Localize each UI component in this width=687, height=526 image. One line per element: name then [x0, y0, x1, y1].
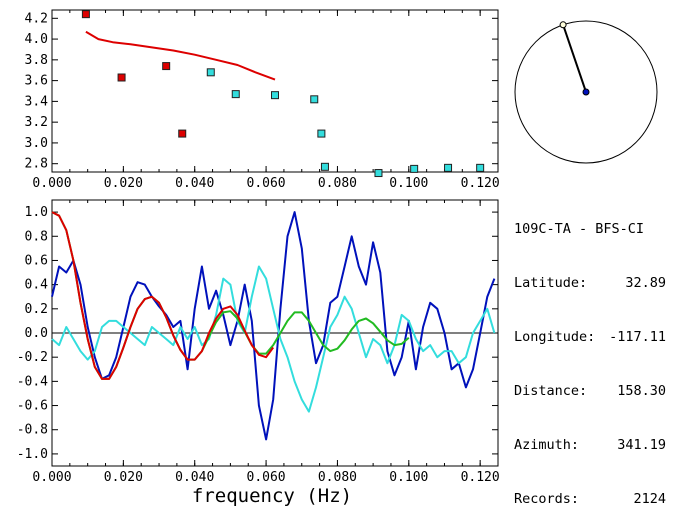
info-row-distance: Distance: 158.30: [514, 382, 666, 400]
cyan-data-point: [476, 163, 485, 172]
latitude-value: 32.89: [625, 275, 666, 291]
azimuth-panel: [514, 20, 658, 164]
x-tick-label: 0.120: [461, 176, 500, 191]
cyan-data-point: [374, 169, 383, 178]
cyan-data-point: [231, 90, 240, 99]
station-info: 109C-TA - BFS-CI Latitude: 32.89 Longitu…: [514, 184, 666, 526]
cyan-data-point: [206, 68, 215, 77]
center-point: [582, 88, 590, 96]
y-tick-label: 4.2: [25, 11, 48, 26]
y-tick-label: 4.0: [25, 32, 48, 47]
y-tick-label: 3.2: [25, 115, 48, 130]
azimuth-marks: [559, 21, 590, 96]
y-tick-label: -0.6: [17, 399, 48, 414]
cyan-data-point: [310, 95, 319, 104]
azimuth-value: 341.19: [617, 437, 666, 453]
x-tick-label: 0.120: [461, 470, 500, 485]
x-tick-label: 0.000: [32, 470, 71, 485]
dispersion-panel: 2.8 3.0 3.2 3.4 3.6 3.8 4.0 4.2 0.000 0.020 0.040…: [25, 9, 500, 191]
distance-value: 158.30: [617, 383, 666, 399]
y-tick-label: 0.8: [25, 229, 48, 244]
red-data-point: [81, 10, 90, 19]
y-tick-label: 0.6: [25, 253, 48, 268]
x-tick-label: 0.040: [175, 470, 214, 485]
y-tick-label: 3.0: [25, 136, 48, 151]
distance-label: Distance:: [514, 383, 588, 399]
x-tick-label: 0.100: [389, 176, 428, 191]
x-axis-label: frequency (Hz): [192, 485, 352, 507]
x-tick-label: 0.000: [32, 176, 71, 191]
cyan-data-point: [271, 91, 279, 100]
x-tick-label: 0.040: [175, 176, 214, 191]
cyan-data-point: [320, 162, 329, 171]
red-data-point: [162, 62, 171, 71]
azimuth-label: Azimuth:: [514, 437, 580, 453]
x-tick-label: 0.060: [247, 470, 286, 485]
y-tick-label: 3.6: [25, 74, 48, 89]
x-tick-label: 0.080: [318, 176, 357, 191]
info-row-azimuth: Azimuth: 341.19: [514, 436, 666, 454]
info-row-records: Records: 2124: [514, 490, 666, 508]
y-tick-label: 3.8: [25, 53, 48, 68]
x-tick-label: 0.020: [104, 470, 143, 485]
info-row-longitude: Longitude: -117.11: [514, 328, 666, 346]
y-tick-label: -0.8: [17, 423, 48, 438]
red-series-line: [51, 211, 275, 380]
dispersion-series: [81, 10, 485, 178]
x-tick-label: 0.060: [247, 176, 286, 191]
station-point: [559, 21, 567, 29]
dispersion-plot-frame: [51, 9, 499, 173]
red-series-line: [85, 30, 276, 81]
azimuth-needle: [562, 24, 587, 93]
latitude-label: Latitude:: [514, 275, 588, 291]
longitude-label: Longitude:: [514, 329, 596, 345]
dispersion-y-axis: 2.8 3.0 3.2 3.4 3.6 3.8 4.0 4.2: [25, 11, 498, 172]
y-tick-label: 0.2: [25, 302, 48, 317]
info-row-latitude: Latitude: 32.89: [514, 274, 666, 292]
y-tick-label: 2.8: [25, 157, 48, 172]
y-tick-label: 0.4: [25, 278, 49, 293]
red-data-point: [117, 73, 126, 82]
x-tick-label: 0.020: [104, 176, 143, 191]
x-tick-label: 0.080: [318, 470, 357, 485]
station-title: 109C-TA - BFS-CI: [514, 221, 645, 237]
blue-series-line: [51, 211, 496, 441]
dispersion-x-axis: 0.000 0.020 0.040 0.060 0.080 0.100 0.120: [32, 10, 500, 191]
correlation-series: [51, 211, 496, 441]
records-label: Records:: [514, 491, 580, 507]
y-tick-label: -0.4: [17, 374, 48, 389]
cyan-data-point: [317, 129, 326, 138]
x-tick-label: 0.100: [389, 470, 428, 485]
correlation-panel: 1.0 0.8 0.6 0.4 0.2 0.0 -0.2 -0.4 -0.6 -0.8 -1.0 0…: [17, 199, 500, 507]
y-tick-label: -0.2: [17, 350, 48, 365]
y-tick-label: 3.4: [25, 94, 49, 109]
y-tick-label: 1.0: [25, 205, 48, 220]
cyan-series-line: [51, 265, 496, 413]
records-value: 2124: [633, 491, 666, 507]
cyan-data-point: [410, 164, 419, 173]
longitude-value: -117.11: [609, 329, 666, 345]
correlation-x-axis: 0.000 0.020 0.040 0.060 0.080 0.100 0.120: [32, 200, 500, 485]
y-tick-label: 0.0: [25, 326, 48, 341]
correlation-y-axis: 1.0 0.8 0.6 0.4 0.2 0.0 -0.2 -0.4 -0.6 -0.8 -1.0: [17, 205, 498, 462]
y-tick-label: -1.0: [17, 447, 48, 462]
cyan-data-point: [444, 163, 453, 172]
red-data-point: [178, 129, 187, 138]
